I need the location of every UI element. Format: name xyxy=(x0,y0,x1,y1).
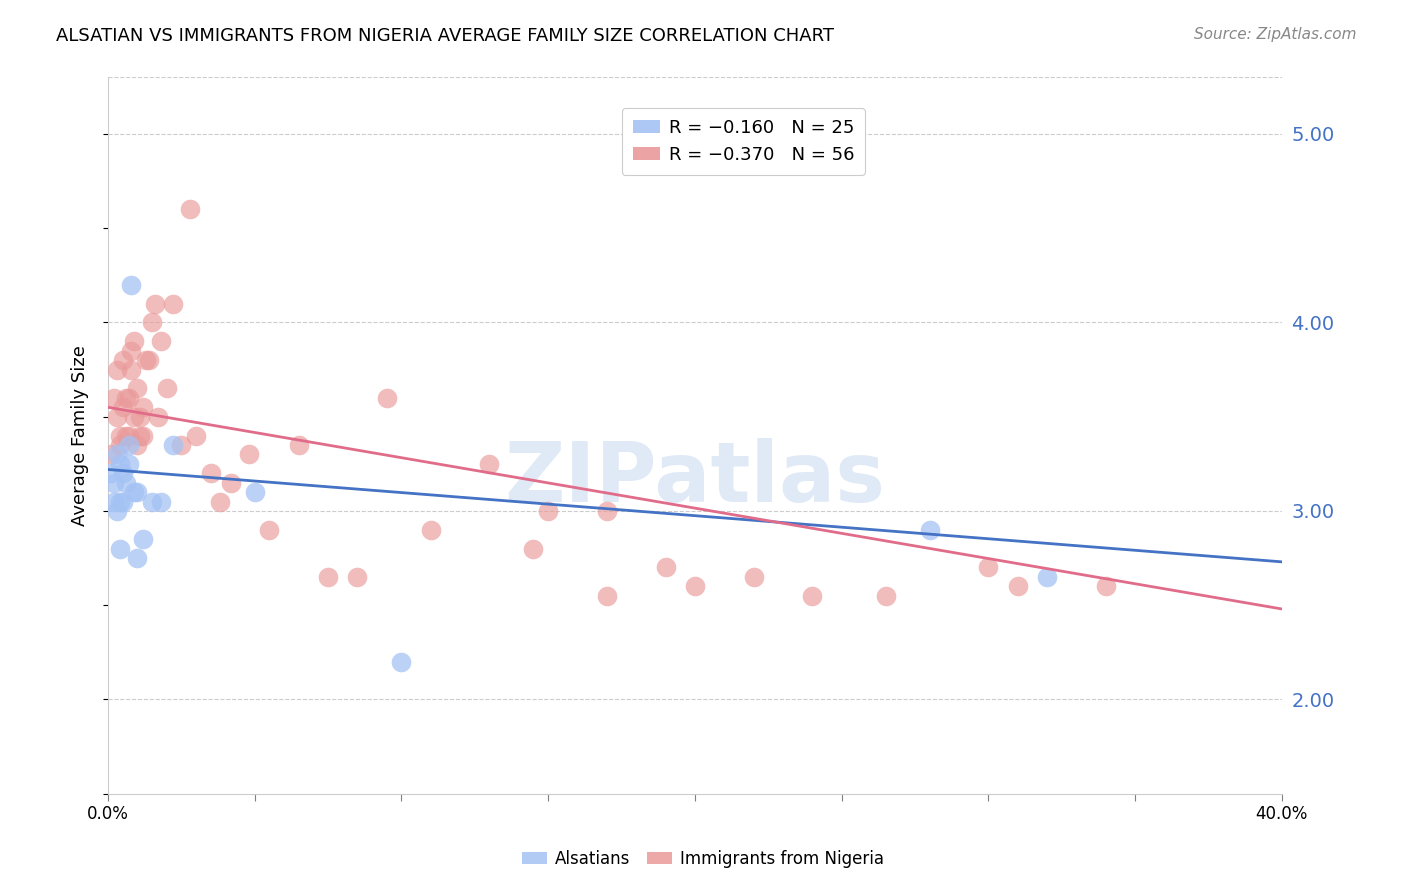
Point xyxy=(111,467,134,481)
Point xyxy=(1007,579,1029,593)
Point xyxy=(103,391,125,405)
Point xyxy=(127,485,149,500)
Point xyxy=(121,362,143,376)
Point xyxy=(121,343,143,358)
Point xyxy=(875,589,897,603)
Point xyxy=(121,277,143,292)
Point xyxy=(132,428,155,442)
Point xyxy=(132,533,155,547)
Text: ALSATIAN VS IMMIGRANTS FROM NIGERIA AVERAGE FAMILY SIZE CORRELATION CHART: ALSATIAN VS IMMIGRANTS FROM NIGERIA AVER… xyxy=(56,27,834,45)
Point xyxy=(105,504,128,518)
Point xyxy=(683,579,706,593)
Point xyxy=(918,523,941,537)
Point xyxy=(105,447,128,461)
Point xyxy=(117,428,139,442)
Point xyxy=(742,570,765,584)
Point xyxy=(801,589,824,603)
Point xyxy=(105,409,128,424)
Point xyxy=(149,494,172,508)
Point xyxy=(375,391,398,405)
Point xyxy=(114,428,136,442)
Point xyxy=(146,409,169,424)
Point xyxy=(135,353,157,368)
Point xyxy=(103,475,125,490)
Point xyxy=(346,570,368,584)
Point xyxy=(162,296,184,310)
Point xyxy=(184,428,207,442)
Point xyxy=(114,391,136,405)
Point xyxy=(117,457,139,471)
Point xyxy=(179,202,201,217)
Point xyxy=(114,475,136,490)
Point xyxy=(108,438,131,452)
Point xyxy=(259,523,281,537)
Point xyxy=(124,485,146,500)
Point xyxy=(127,438,149,452)
Point xyxy=(219,475,242,490)
Point xyxy=(149,334,172,349)
Point xyxy=(108,541,131,556)
Point xyxy=(129,428,152,442)
Point xyxy=(522,541,544,556)
Point xyxy=(124,334,146,349)
Point xyxy=(141,494,163,508)
Point xyxy=(127,381,149,395)
Point xyxy=(108,428,131,442)
Point xyxy=(162,438,184,452)
Point xyxy=(1036,570,1059,584)
Point xyxy=(596,589,619,603)
Legend: R = −0.160   N = 25, R = −0.370   N = 56: R = −0.160 N = 25, R = −0.370 N = 56 xyxy=(621,108,865,175)
Point xyxy=(537,504,560,518)
Point xyxy=(103,494,125,508)
Point xyxy=(316,570,339,584)
Point xyxy=(100,467,122,481)
Point xyxy=(143,296,166,310)
Point xyxy=(108,457,131,471)
Point xyxy=(127,551,149,566)
Point xyxy=(108,494,131,508)
Point xyxy=(156,381,179,395)
Point xyxy=(287,438,309,452)
Point xyxy=(124,409,146,424)
Point xyxy=(100,447,122,461)
Point xyxy=(596,504,619,518)
Point xyxy=(977,560,1000,574)
Point xyxy=(129,409,152,424)
Point xyxy=(170,438,193,452)
Text: ZIPatlas: ZIPatlas xyxy=(505,438,886,519)
Point xyxy=(105,362,128,376)
Point xyxy=(419,523,441,537)
Point xyxy=(243,485,266,500)
Point xyxy=(478,457,501,471)
Point xyxy=(111,401,134,415)
Point xyxy=(117,391,139,405)
Y-axis label: Average Family Size: Average Family Size xyxy=(72,345,89,526)
Legend: Alsatians, Immigrants from Nigeria: Alsatians, Immigrants from Nigeria xyxy=(515,844,891,875)
Point xyxy=(141,316,163,330)
Point xyxy=(111,353,134,368)
Point xyxy=(1094,579,1116,593)
Point xyxy=(654,560,676,574)
Point xyxy=(117,438,139,452)
Point xyxy=(208,494,231,508)
Point xyxy=(391,655,413,669)
Point xyxy=(238,447,260,461)
Point xyxy=(138,353,160,368)
Text: Source: ZipAtlas.com: Source: ZipAtlas.com xyxy=(1194,27,1357,42)
Point xyxy=(200,467,222,481)
Point xyxy=(111,494,134,508)
Point xyxy=(132,401,155,415)
